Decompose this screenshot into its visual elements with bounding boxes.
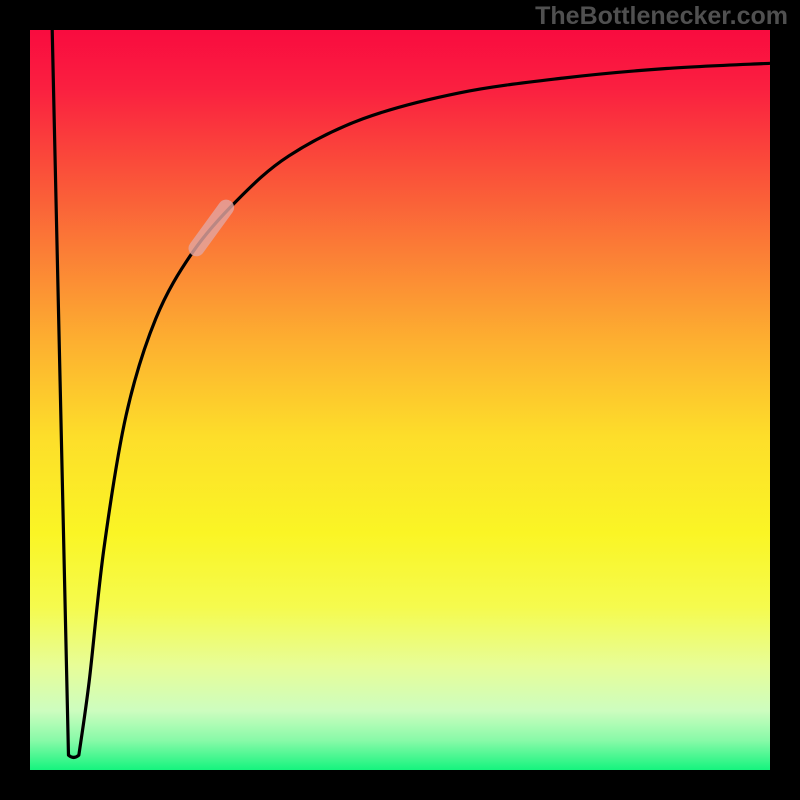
attribution-text: TheBottlenecker.com <box>535 2 788 31</box>
bottleneck-curve <box>52 30 770 757</box>
highlight-marker <box>197 208 227 249</box>
plot-area <box>30 30 770 770</box>
curve-layer <box>30 30 770 770</box>
